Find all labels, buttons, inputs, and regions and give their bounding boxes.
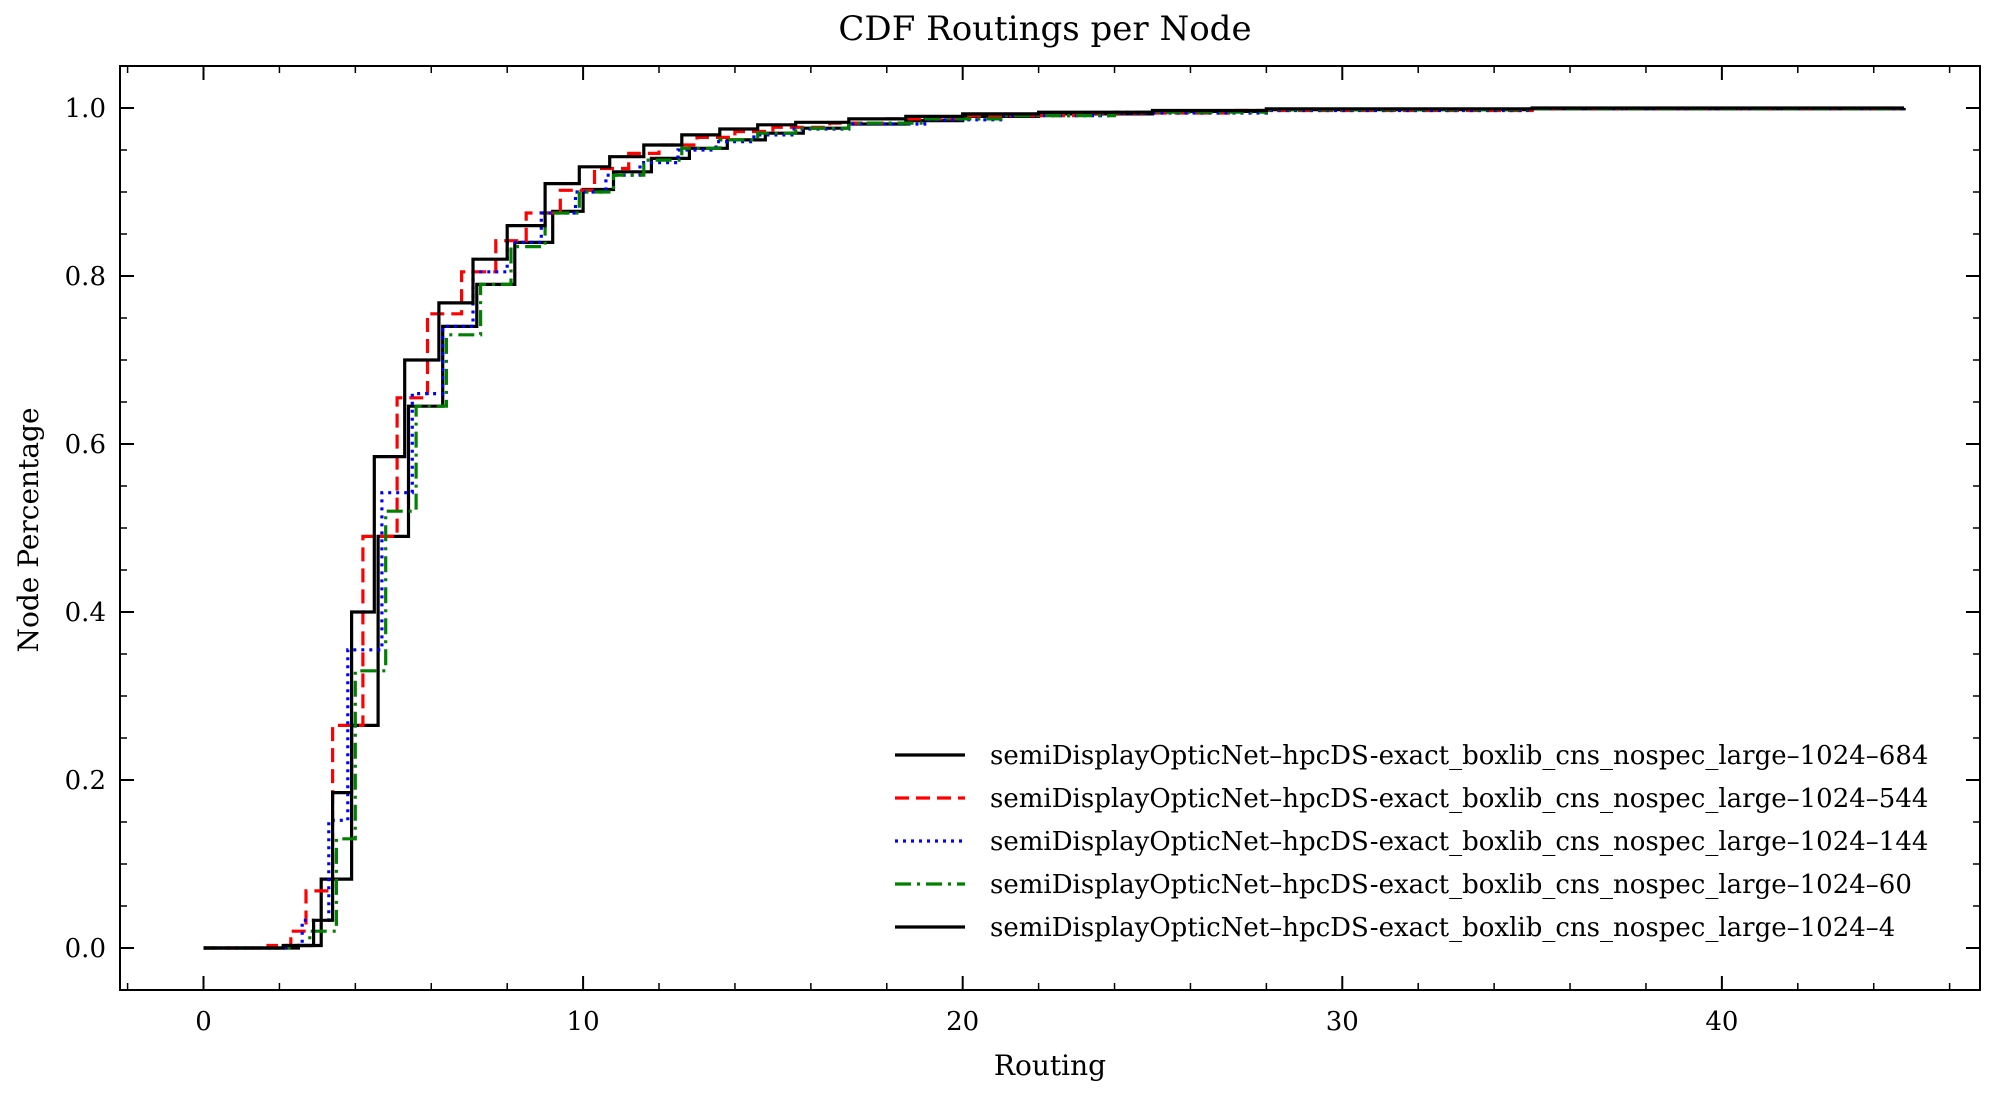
x-tick-label: 30 <box>1326 1007 1359 1037</box>
series-line-5 <box>203 106 1905 950</box>
y-tick-label: 1.0 <box>65 94 106 124</box>
plot-area: 0 10 20 30 40 0.0 0.2 0.4 0.6 0.8 1.0 <box>65 65 1981 1037</box>
x-tick-label: 20 <box>946 1007 979 1037</box>
legend: semiDisplayOpticNet–hpcDS-exact_boxlib_c… <box>895 741 1928 943</box>
x-axis-label: Routing <box>994 1049 1106 1082</box>
y-tick-label: 0.8 <box>65 262 106 292</box>
y-tick-label: 0.4 <box>65 598 106 628</box>
y-tick-label: 0.6 <box>65 430 106 460</box>
legend-label-3: semiDisplayOpticNet–hpcDS-exact_boxlib_c… <box>990 827 1928 857</box>
x-tick-label: 40 <box>1705 1007 1738 1037</box>
legend-label-5: semiDisplayOpticNet–hpcDS-exact_boxlib_c… <box>990 913 1895 943</box>
y-tick-label: 0.2 <box>65 766 106 796</box>
legend-label-4: semiDisplayOpticNet–hpcDS-exact_boxlib_c… <box>990 870 1912 900</box>
x-tick-label: 0 <box>195 1007 212 1037</box>
legend-label-2: semiDisplayOpticNet–hpcDS-exact_boxlib_c… <box>990 784 1928 814</box>
x-tick-label: 10 <box>567 1007 600 1037</box>
ticks-layer: 0 10 20 30 40 0.0 0.2 0.4 0.6 0.8 1.0 <box>65 65 1980 1037</box>
series-line-3 <box>203 107 1906 950</box>
y-axis-label: Node Percentage <box>12 407 45 652</box>
y-tick-label: 0.0 <box>65 934 106 964</box>
legend-label-1: semiDisplayOpticNet–hpcDS-exact_boxlib_c… <box>990 741 1928 771</box>
chart-title: CDF Routings per Node <box>838 9 1251 49</box>
series-layer <box>203 106 1906 950</box>
series-line-4 <box>203 107 1906 950</box>
